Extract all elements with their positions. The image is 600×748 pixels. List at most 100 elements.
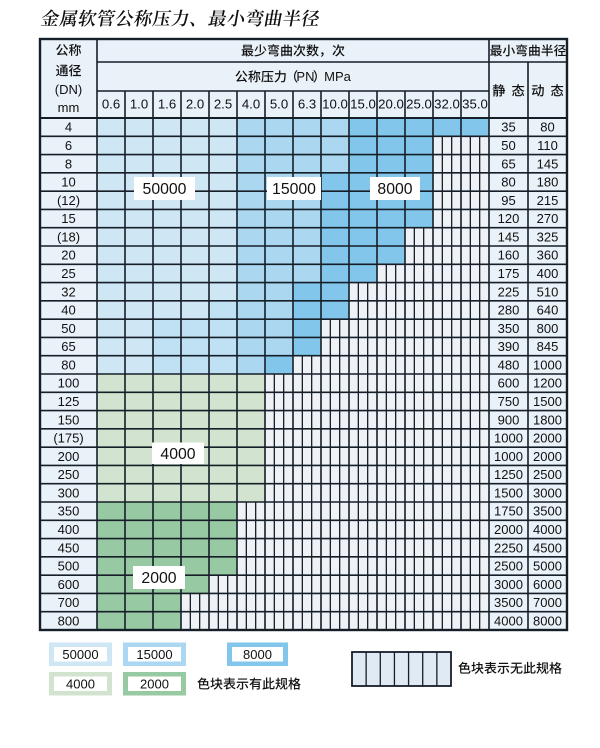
svg-text:1.6: 1.6	[158, 96, 176, 111]
svg-text:2500: 2500	[533, 467, 562, 482]
svg-text:200: 200	[58, 449, 80, 464]
svg-text:2500: 2500	[494, 559, 523, 574]
svg-text:600: 600	[58, 577, 80, 592]
svg-text:1000: 1000	[494, 431, 523, 446]
svg-text:6: 6	[65, 138, 72, 153]
svg-text:180: 180	[537, 175, 559, 190]
svg-text:390: 390	[498, 339, 520, 354]
svg-text:400: 400	[58, 522, 80, 537]
svg-text:5.0: 5.0	[270, 96, 288, 111]
svg-text:1750: 1750	[494, 504, 523, 519]
svg-text:175: 175	[498, 266, 520, 281]
svg-text:6000: 6000	[533, 577, 562, 592]
svg-text:1200: 1200	[533, 376, 562, 391]
svg-text:50000: 50000	[62, 647, 98, 662]
svg-text:1000: 1000	[494, 449, 523, 464]
svg-text:80: 80	[61, 357, 75, 372]
svg-text:1250: 1250	[494, 467, 523, 482]
svg-text:500: 500	[58, 559, 80, 574]
svg-text:3500: 3500	[494, 595, 523, 610]
svg-text:4000: 4000	[160, 446, 195, 463]
svg-text:25: 25	[61, 266, 75, 281]
svg-text:125: 125	[58, 394, 80, 409]
svg-text:120: 120	[498, 211, 520, 226]
svg-text:(DN): (DN)	[55, 82, 82, 97]
svg-text:25.0: 25.0	[406, 96, 432, 111]
svg-text:(18): (18)	[57, 229, 80, 244]
svg-text:20: 20	[61, 248, 75, 263]
svg-text:8000: 8000	[243, 647, 272, 662]
svg-text:700: 700	[58, 595, 80, 610]
svg-text:4000: 4000	[533, 522, 562, 537]
svg-text:600: 600	[498, 376, 520, 391]
svg-text:35.0: 35.0	[462, 96, 488, 111]
svg-text:6.3: 6.3	[298, 96, 316, 111]
svg-text:325: 325	[537, 229, 559, 244]
svg-text:350: 350	[498, 321, 520, 336]
svg-text:3500: 3500	[533, 504, 562, 519]
svg-text:280: 280	[498, 303, 520, 318]
svg-text:145: 145	[537, 156, 559, 171]
svg-text:110: 110	[537, 138, 558, 153]
svg-text:400: 400	[537, 266, 559, 281]
svg-text:2000: 2000	[533, 431, 562, 446]
svg-text:80: 80	[501, 175, 515, 190]
svg-text:65: 65	[61, 339, 75, 354]
svg-text:10.0: 10.0	[322, 96, 348, 111]
svg-text:1.0: 1.0	[130, 96, 148, 111]
svg-text:100: 100	[58, 376, 80, 391]
svg-text:8000: 8000	[533, 613, 562, 628]
svg-text:845: 845	[537, 339, 559, 354]
svg-text:15000: 15000	[136, 647, 172, 662]
svg-text:215: 215	[537, 193, 559, 208]
svg-text:350: 350	[58, 504, 80, 519]
svg-text:PN: PN	[296, 69, 314, 84]
svg-text:480: 480	[498, 357, 520, 372]
svg-text:250: 250	[58, 467, 80, 482]
svg-text:40: 40	[61, 303, 75, 318]
svg-text:(12): (12)	[57, 193, 80, 208]
svg-text:32: 32	[61, 284, 75, 299]
svg-text:2250: 2250	[494, 540, 523, 555]
svg-text:1000: 1000	[533, 357, 562, 372]
svg-text:300: 300	[58, 485, 80, 500]
svg-text:3000: 3000	[533, 485, 562, 500]
svg-text:50: 50	[61, 321, 75, 336]
svg-text:20.0: 20.0	[378, 96, 404, 111]
svg-text:8: 8	[65, 156, 72, 171]
svg-text:15.0: 15.0	[350, 96, 376, 111]
svg-text:900: 900	[498, 412, 520, 427]
svg-text:225: 225	[498, 284, 520, 299]
svg-text:4: 4	[65, 120, 72, 135]
svg-text:800: 800	[537, 321, 559, 336]
svg-text:mm: mm	[58, 100, 80, 115]
svg-text:10: 10	[61, 175, 75, 190]
svg-text:145: 145	[498, 229, 520, 244]
svg-text:450: 450	[58, 540, 80, 555]
svg-text:15000: 15000	[272, 181, 316, 198]
svg-text:65: 65	[501, 156, 515, 171]
svg-text:2000: 2000	[140, 676, 169, 691]
svg-text:750: 750	[498, 394, 520, 409]
svg-text:1500: 1500	[533, 394, 562, 409]
svg-text:510: 510	[537, 284, 559, 299]
svg-text:360: 360	[537, 248, 559, 263]
svg-text:2000: 2000	[533, 449, 562, 464]
svg-text:80: 80	[540, 120, 554, 135]
svg-text:95: 95	[501, 193, 515, 208]
svg-text:800: 800	[58, 613, 80, 628]
svg-text:4000: 4000	[494, 613, 523, 628]
svg-text:2000: 2000	[494, 522, 523, 537]
svg-text:3000: 3000	[494, 577, 523, 592]
svg-text:4500: 4500	[533, 540, 562, 555]
svg-text:7000: 7000	[533, 595, 562, 610]
svg-text:MPa: MPa	[324, 69, 352, 84]
svg-text:640: 640	[537, 303, 559, 318]
svg-text:150: 150	[58, 412, 80, 427]
svg-text:1800: 1800	[533, 412, 562, 427]
svg-text:4000: 4000	[66, 676, 95, 691]
svg-text:2000: 2000	[141, 570, 176, 587]
svg-text:270: 270	[537, 211, 559, 226]
svg-text:1500: 1500	[494, 485, 523, 500]
svg-text:5000: 5000	[533, 559, 562, 574]
